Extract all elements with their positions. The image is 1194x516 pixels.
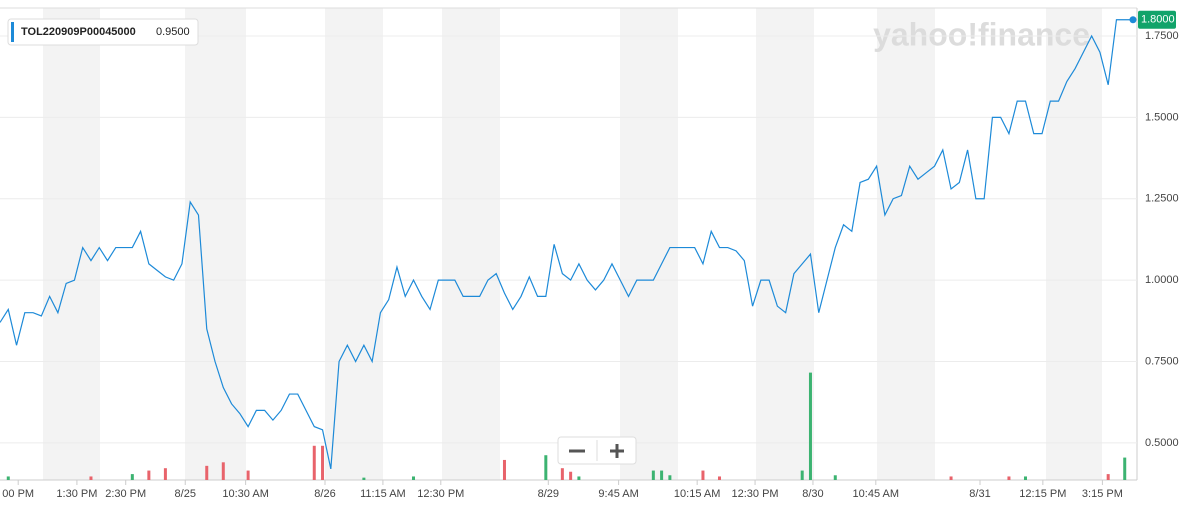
volume-bar [89,476,93,480]
x-tick-label: 00 PM [2,488,34,500]
x-tick-label: 10:45 AM [853,488,899,500]
volume-bar [502,459,506,480]
volume-bar [577,476,581,480]
volume-bar [312,445,316,480]
last-point [1129,16,1137,24]
legend-name: TOL220909P00045000 [21,26,136,38]
x-tick-label: 2:30 PM [105,488,146,500]
y-tick-label: 0.5000 [1145,437,1179,449]
volume-bar [412,476,416,480]
volume-bar [130,474,134,480]
x-tick-label: 10:15 AM [674,488,720,500]
y-tick-label: 1.2500 [1145,193,1179,205]
volume-bar [668,475,672,480]
last-label-box [1138,10,1176,29]
legend-value: 0.9500 [156,26,190,38]
zoom-controls [557,436,637,465]
legend: TOL220909P00045000 0.9500 [7,18,199,46]
volume-bar [1023,476,1027,480]
zoom-in-button[interactable] [597,437,636,464]
x-tick-label: 10:30 AM [222,488,268,500]
volume-bar [560,468,564,480]
volume-bar [1007,476,1011,480]
session-bands [43,8,1102,480]
volume-bar [717,476,721,480]
x-tick-label: 8/30 [802,488,823,500]
volume-bar [6,476,10,480]
x-tick-label: 12:30 PM [417,488,464,500]
x-tick-label: 11:15 AM [360,488,406,500]
volume-bar [205,465,209,480]
y-tick-label: 0.7500 [1145,355,1179,367]
volume-bar [1123,457,1127,480]
x-tick-label: 9:45 AM [598,488,638,500]
volume-bar [221,462,225,480]
x-tick-label: 12:30 PM [732,488,779,500]
last-label: 1.8000 [1141,14,1175,26]
price-line [0,19,1133,470]
volume-bar [800,470,804,480]
volume-bar [147,470,151,480]
y-tick-label: 1.5000 [1145,111,1179,123]
volume-bar [651,470,655,480]
x-tick-label: 12:15 PM [1019,488,1066,500]
watermark: yahoo!finance [873,16,1090,52]
volume-bar [569,471,573,480]
y-tick-label: 1.0000 [1145,274,1179,286]
volume-bar [321,445,325,480]
x-tick-label: 8/26 [314,488,335,500]
volume-bar [544,455,548,480]
zoom-out-button[interactable] [558,437,597,464]
volume-bar [660,470,664,480]
y-tick-label: 1.7500 [1145,30,1179,42]
volume-bar [362,477,366,480]
x-tick-label: 8/31 [969,488,990,500]
x-tick-label: 1:30 PM [56,488,97,500]
x-tick-label: 8/25 [175,488,196,500]
x-tick-label: 8/29 [538,488,559,500]
volume-bar [833,475,837,480]
volume-bar [1106,474,1110,480]
volume-bar [701,470,705,480]
volume-bar [163,468,167,480]
volume-bar [949,476,953,480]
legend-swatch [11,22,14,42]
volume-bar [246,470,250,480]
x-tick-label: 3:15 PM [1082,488,1123,500]
volume-bar [808,372,812,480]
